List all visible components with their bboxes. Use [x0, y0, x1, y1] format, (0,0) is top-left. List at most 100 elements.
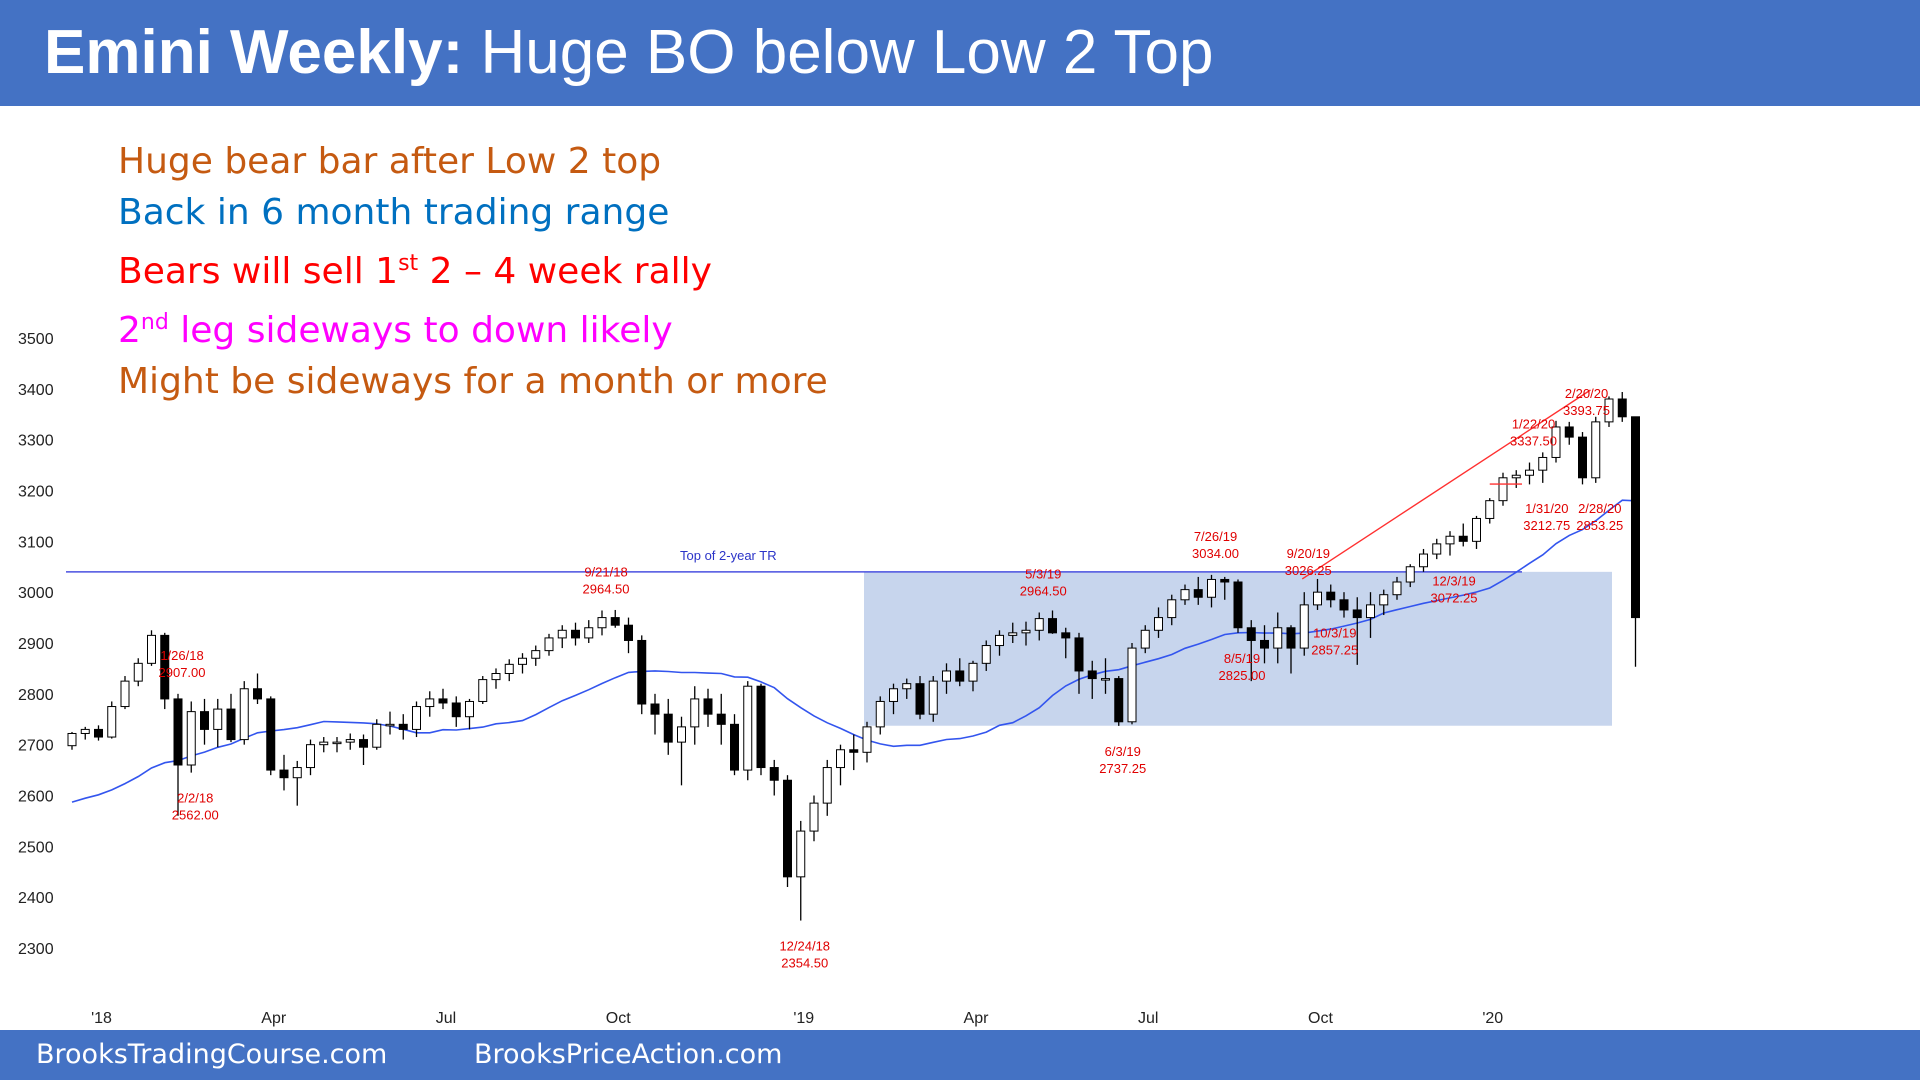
- bull-candle: [133, 662, 143, 682]
- note-4-after: leg sideways to down likely: [168, 310, 673, 351]
- bull-candle: [465, 700, 474, 718]
- bear-candle: [1193, 589, 1203, 598]
- title-rest: Huge BO below Low 2 Top: [480, 18, 1214, 87]
- bull-candle: [292, 767, 302, 779]
- bull-candle: [1127, 647, 1137, 723]
- bear-candle: [1286, 627, 1296, 649]
- bull-candle: [584, 627, 594, 639]
- bear-candle: [226, 708, 236, 741]
- bear-candle: [650, 703, 660, 715]
- bear-candle: [1087, 670, 1097, 680]
- x-tick-label: Apr: [964, 1010, 990, 1027]
- notes-list: Huge bear bar after Low 2 top Back in 6 …: [118, 136, 828, 407]
- y-tick-label: 3000: [18, 585, 54, 602]
- annotation-value: 2737.25: [1099, 761, 1146, 776]
- bull-candle: [544, 637, 554, 652]
- bear-candle: [1352, 609, 1362, 619]
- annotation-value: 3026.25: [1285, 563, 1332, 578]
- bear-candle: [624, 624, 633, 641]
- bull-candle: [1101, 678, 1110, 681]
- annotation-date: 7/26/19: [1194, 529, 1237, 544]
- bear-candle: [769, 767, 779, 781]
- bear-candle: [359, 739, 368, 748]
- annotation-value: 2964.50: [1020, 584, 1067, 599]
- x-tick-label: Jul: [436, 1010, 456, 1027]
- note-4-sup: nd: [140, 310, 169, 335]
- bull-candle: [1485, 500, 1495, 519]
- annotation-value: 2964.50: [583, 581, 630, 596]
- annotation-date: 12/24/18: [779, 939, 830, 954]
- bull-candle: [1432, 543, 1442, 555]
- bull-candle: [425, 698, 435, 708]
- bear-candle: [398, 723, 408, 730]
- y-tick-label: 3500: [18, 331, 54, 348]
- bull-candle: [491, 673, 501, 681]
- title-bar: [0, 0, 1920, 106]
- bull-candle: [1008, 632, 1018, 636]
- bull-candle: [147, 634, 156, 664]
- note-3-before: Bears will sell 1: [118, 251, 399, 292]
- bear-candle: [1233, 581, 1243, 629]
- note-2-text: Back in 6 month trading range: [118, 192, 670, 233]
- annotation-date: 10/3/19: [1313, 625, 1356, 640]
- bear-candle: [571, 629, 580, 639]
- bull-candle: [875, 700, 885, 728]
- note-3-sup: st: [398, 251, 419, 276]
- bull-candle: [928, 680, 938, 715]
- bull-candle: [862, 726, 872, 753]
- note-5: Might be sideways for a month or more: [118, 356, 828, 407]
- bull-candle: [1313, 591, 1322, 606]
- bear-candle: [1246, 627, 1256, 641]
- y-tick-label: 2400: [18, 890, 54, 907]
- bull-candle: [478, 679, 488, 702]
- annotation-value: 3072.25: [1431, 591, 1478, 606]
- bull-candle: [1445, 535, 1455, 545]
- bear-candle: [1326, 591, 1336, 601]
- bull-candle: [822, 767, 832, 804]
- bear-candle: [730, 723, 739, 771]
- annotation-date: 1/22/20: [1512, 417, 1555, 432]
- annotation-value: 2907.00: [159, 665, 206, 680]
- y-tick-label: 2300: [18, 941, 54, 958]
- bull-candle: [743, 685, 753, 771]
- bear-candle: [1617, 398, 1627, 418]
- bear-candle: [1074, 637, 1084, 672]
- bull-candle: [319, 741, 329, 746]
- bear-candle: [663, 713, 673, 743]
- bull-candle: [332, 741, 342, 745]
- annotation-value: 2562.00: [172, 808, 219, 823]
- note-1: Huge bear bar after Low 2 top: [118, 136, 828, 187]
- bull-candle: [995, 634, 1004, 647]
- bull-candle: [981, 645, 991, 664]
- bull-candle: [690, 698, 700, 728]
- annotation-date: 5/3/19: [1025, 567, 1061, 582]
- bear-candle: [1564, 426, 1574, 438]
- bear-candle: [716, 713, 726, 725]
- annotation-date: 2/20/20: [1565, 386, 1608, 401]
- note-1-text: Huge bear bar after Low 2 top: [118, 141, 662, 182]
- bull-candle: [597, 617, 607, 629]
- bear-candle: [955, 670, 965, 682]
- bull-candle: [1525, 469, 1534, 476]
- note-4: 2nd leg sideways to down likely: [118, 297, 828, 356]
- annotation-date: 8/5/19: [1224, 651, 1260, 666]
- bear-candle: [1339, 599, 1349, 611]
- bull-candle: [889, 688, 898, 702]
- bear-candle: [200, 711, 209, 730]
- annotation-date: 6/3/19: [1105, 744, 1141, 759]
- bull-candle: [902, 683, 912, 690]
- bear-candle: [173, 698, 183, 766]
- footer-right-link[interactable]: BrooksPriceAction.com: [474, 1039, 783, 1070]
- bull-candle: [213, 708, 223, 730]
- bull-candle: [1034, 618, 1044, 631]
- annotation-date: 12/3/19: [1432, 574, 1475, 589]
- annotation-value: 3393.75: [1563, 403, 1610, 418]
- x-tick-label: '18: [91, 1010, 112, 1027]
- bull-trendline: [1301, 389, 1591, 580]
- footer-left-link[interactable]: BrooksTradingCourse.com: [36, 1039, 388, 1070]
- bull-candle: [518, 657, 527, 665]
- annotation-value: 2825.00: [1219, 668, 1266, 683]
- bull-candle: [1419, 553, 1428, 568]
- y-tick-label: 2600: [18, 789, 54, 806]
- annotation-value: 3034.00: [1192, 546, 1239, 561]
